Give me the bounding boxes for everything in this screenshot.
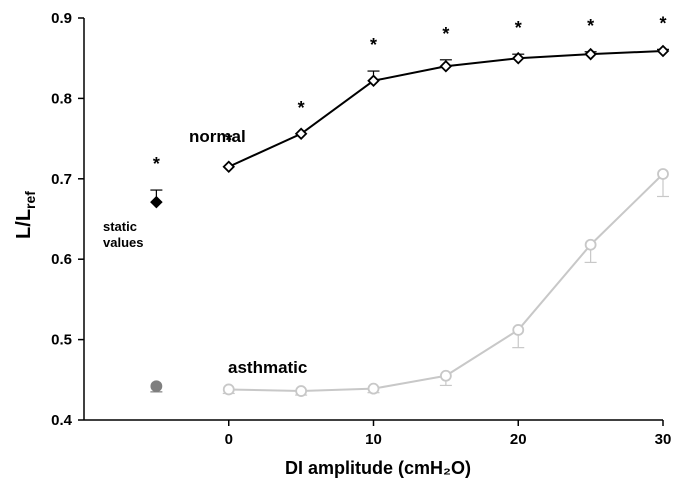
asthmatic-point	[222, 383, 235, 396]
y-tick-label: 0.9	[51, 10, 72, 27]
y-tick-label: 0.6	[51, 251, 72, 268]
y-axis-label: L/Lref	[13, 191, 38, 239]
normal-significance-star: *	[659, 13, 666, 33]
normal-significance-star: *	[370, 35, 377, 55]
static-asthmatic-point	[150, 380, 163, 393]
x-tick-label: 30	[655, 431, 672, 448]
y-tick-label: 0.4	[51, 412, 73, 429]
y-tick-label: 0.8	[51, 90, 72, 107]
asthmatic-point	[584, 238, 597, 251]
normal-series-label: normal	[189, 127, 246, 146]
asthmatic-point	[295, 385, 308, 397]
static-normal-significance-star: *	[153, 154, 160, 174]
series-lines	[228, 49, 664, 393]
static-values-label-line2: values	[103, 235, 143, 250]
normal-significance-star: *	[225, 131, 232, 151]
static-values-label-line1: static	[103, 219, 137, 234]
x-axis-label: DI amplitude (cmH₂O)	[285, 458, 471, 478]
normal-point	[511, 51, 525, 65]
y-axis-label-main: L/L	[13, 209, 35, 239]
normal-significance-star: *	[298, 98, 305, 118]
normal-significance-star: *	[515, 18, 522, 38]
normal-significance-star: *	[587, 16, 594, 36]
data-markers	[150, 44, 670, 397]
y-tick-label: 0.7	[51, 171, 72, 188]
axes: 0.4 0.5 0.6 0.7 0.8 0.9 0 10 20 30	[51, 10, 671, 448]
normal-point	[294, 127, 308, 141]
asthmatic-point	[512, 324, 525, 336]
x-tick-label: 20	[510, 431, 527, 448]
y-axis-label-sub: ref	[22, 191, 38, 209]
significance-stars: * * * * * * * *	[153, 13, 667, 174]
static-normal-point	[150, 195, 163, 209]
y-tick-label: 0.5	[51, 332, 72, 349]
asthmatic-series-label: asthmatic	[228, 358, 307, 377]
normal-point	[222, 160, 236, 174]
error-bars	[150, 48, 669, 396]
normal-point	[439, 59, 453, 73]
normal-point	[656, 44, 670, 58]
normal-point	[367, 74, 380, 87]
asthmatic-point	[367, 382, 380, 395]
asthmatic-point	[439, 369, 452, 382]
x-tick-label: 0	[225, 431, 233, 448]
x-tick-label: 10	[365, 431, 382, 448]
normal-significance-star: *	[442, 24, 449, 44]
asthmatic-point	[657, 168, 669, 180]
normal-point	[584, 47, 597, 61]
